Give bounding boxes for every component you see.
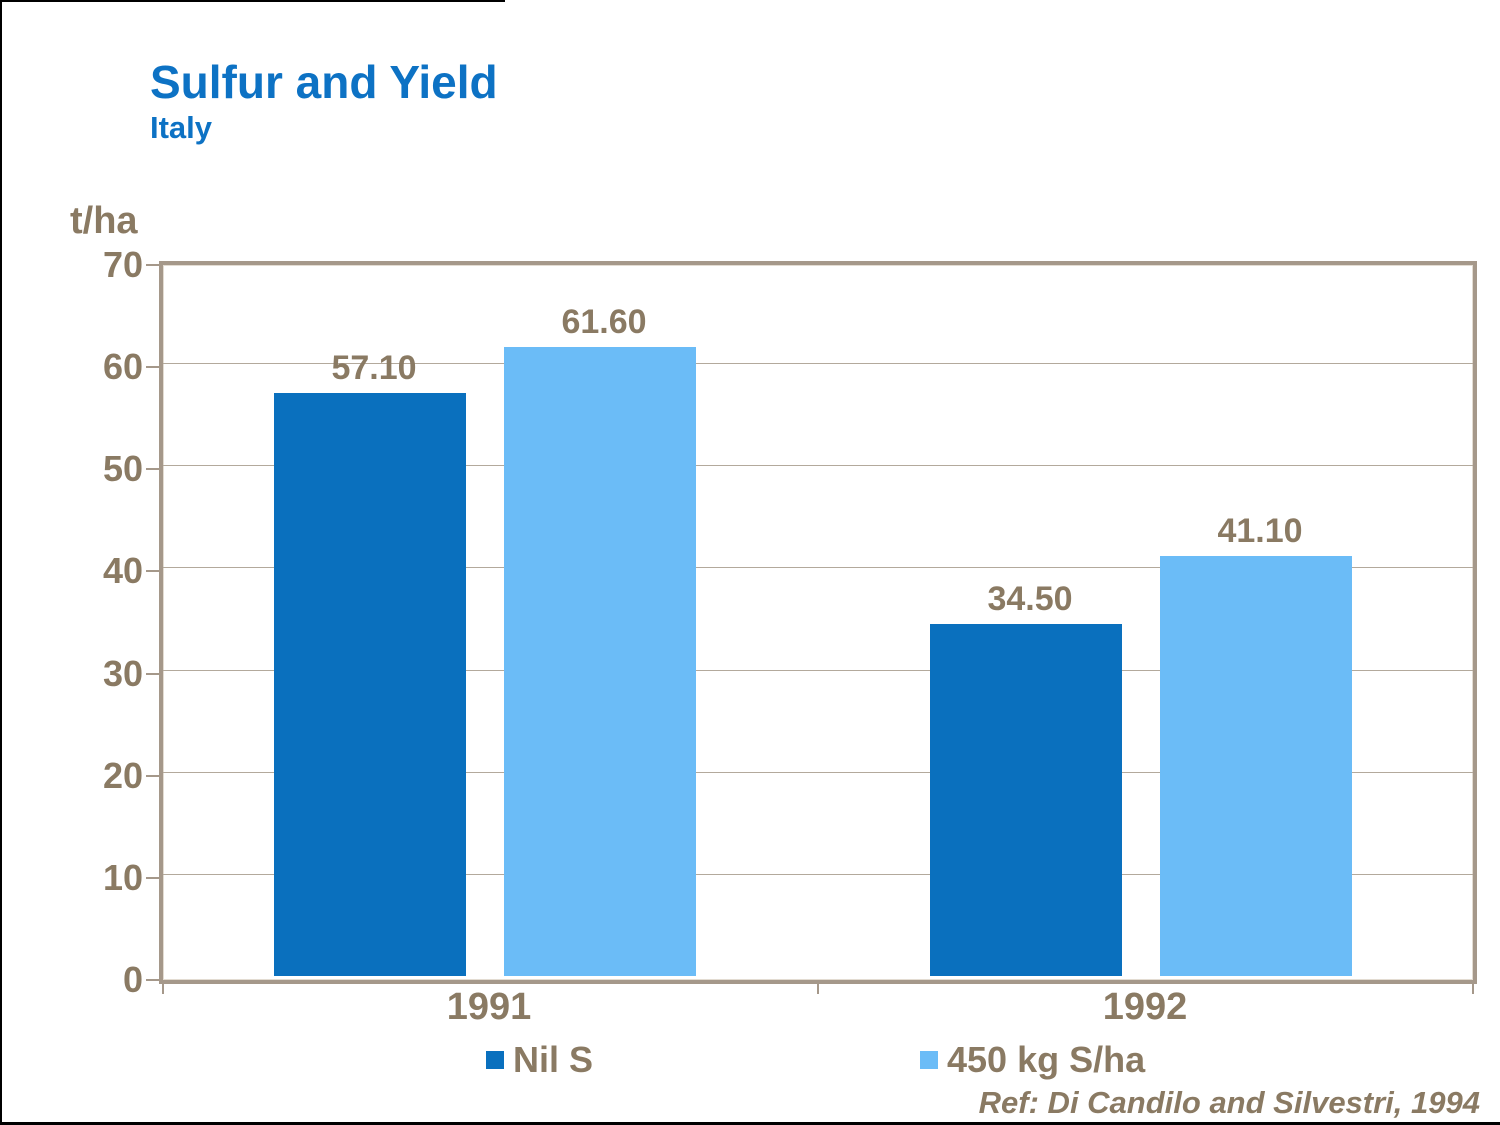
y-tick-label-30: 30 — [102, 652, 143, 694]
top-edge-line — [0, 0, 505, 2]
legend-label: 450 kg S/ha — [947, 1039, 1146, 1080]
y-tick-label-70: 70 — [102, 244, 143, 285]
gridline-40 — [163, 567, 1473, 569]
x-tick-mark-2 — [1472, 980, 1474, 994]
y-tick-label-20: 20 — [102, 754, 143, 796]
legend-label: Nil S — [513, 1039, 594, 1080]
legend-marker-450-kg-s-ha — [920, 1051, 938, 1069]
y-tick-mark-30 — [146, 672, 159, 675]
y-tick-label-0: 0 — [122, 959, 143, 1000]
legend-item-450-kg-s-ha: 450 kg S/ha — [920, 1040, 1145, 1080]
gridline-50 — [163, 465, 1473, 467]
bar-value-label-nil-s-1992: 34.50 — [987, 580, 1073, 618]
left-edge-line — [0, 0, 2, 1125]
x-tick-mark-1 — [817, 980, 819, 994]
y-tick-mark-50 — [146, 468, 159, 471]
y-tick-label-60: 60 — [102, 346, 143, 388]
y-tick-label-40: 40 — [102, 550, 143, 592]
bar-value-label-nil-s-1991: 57.10 — [331, 349, 417, 387]
x-category-label-1992: 1992 — [1102, 986, 1188, 1028]
y-axis-unit-label: t/ha — [70, 200, 138, 242]
page-subtitle: Italy — [150, 110, 213, 145]
reference-note: Ref: Di Candilo and Silvestri, 1994 — [978, 1085, 1480, 1120]
y-tick-mark-0 — [146, 979, 159, 981]
gridline-10 — [163, 873, 1473, 875]
y-tick-mark-10 — [146, 876, 159, 879]
bottom-edge-line — [0, 1122, 1500, 1125]
legend-item-nil-s: Nil S — [486, 1040, 593, 1080]
bar-450-kg-s-ha-1992 — [1160, 556, 1352, 976]
gridline-30 — [163, 669, 1473, 671]
page-title: Sulfur and Yield — [150, 56, 498, 108]
gridline-20 — [163, 771, 1473, 773]
x-category-label-1991: 1991 — [446, 986, 532, 1028]
bar-value-label-450-kg-s-ha-1992: 41.10 — [1217, 512, 1303, 550]
y-tick-mark-40 — [146, 570, 159, 573]
y-tick-mark-70 — [146, 264, 159, 266]
legend-marker-nil-s — [486, 1051, 504, 1069]
bar-450-kg-s-ha-1991 — [504, 347, 696, 976]
bar-value-label-450-kg-s-ha-1991: 61.60 — [561, 303, 647, 341]
bar-nil-s-1991 — [274, 393, 466, 976]
x-tick-mark-0 — [162, 980, 164, 994]
plot-area — [159, 261, 1477, 984]
y-tick-label-50: 50 — [102, 448, 143, 490]
y-tick-mark-20 — [146, 774, 159, 777]
y-tick-mark-60 — [146, 366, 159, 369]
gridline-60 — [163, 363, 1473, 365]
bar-nil-s-1992 — [930, 624, 1122, 976]
y-tick-label-10: 10 — [102, 856, 143, 898]
